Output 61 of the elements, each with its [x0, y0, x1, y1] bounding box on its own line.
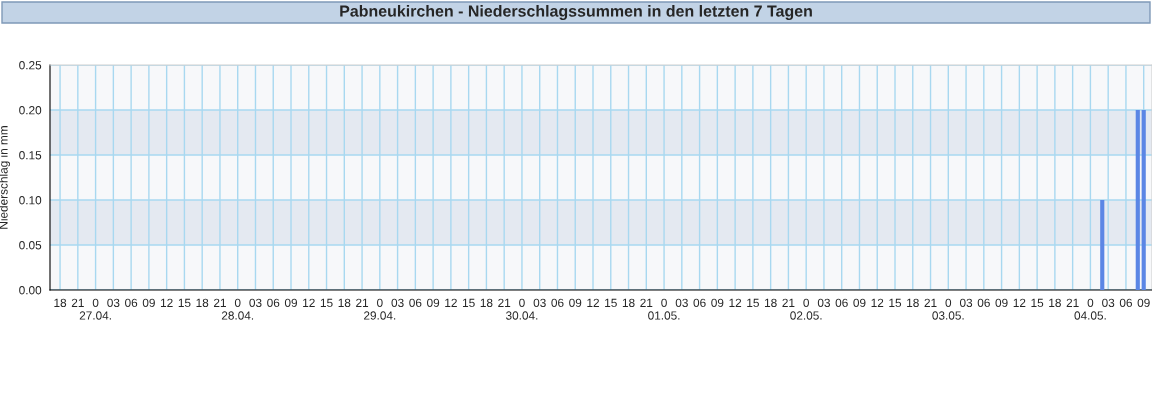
x-tick-label: 21 — [924, 298, 937, 307]
x-tick-label: 15 — [747, 298, 759, 307]
x-tick-label: 21 — [640, 298, 653, 307]
x-tick-label: 09 — [995, 298, 1008, 307]
x-tick-label: 06 — [1119, 298, 1132, 307]
x-tick-label: 18 — [196, 298, 209, 307]
x-tick-label: 06 — [409, 298, 422, 307]
x-tick-label: 21 — [71, 298, 84, 307]
x-tick-label: 15 — [178, 298, 191, 307]
x-tick-label: 03 — [391, 298, 404, 307]
x-tick-label: 09 — [142, 298, 155, 307]
x-tick-label: 12 — [160, 298, 173, 307]
x-tick-label: 09 — [1137, 298, 1150, 307]
y-tick-label: 0.15 — [19, 151, 42, 160]
x-tick-label: 06 — [977, 298, 990, 307]
x-tick-label: 09 — [284, 298, 298, 307]
x-tick-label: 09 — [569, 298, 582, 307]
x-tick-label: 21 — [1066, 298, 1079, 307]
x-tick-label: 12 — [303, 298, 315, 307]
x-tick-label: 21 — [356, 298, 369, 307]
x-tick-label: 03 — [249, 298, 262, 307]
x-tick-label: 21 — [782, 298, 795, 307]
x-tick-label: 18 — [622, 298, 635, 307]
x-tick-label: 12 — [871, 298, 884, 307]
x-tick-label: 12 — [445, 298, 457, 307]
x-tick-label: 18 — [1049, 298, 1061, 307]
x-tick-label: 03 — [959, 298, 973, 307]
y-tick-label: 0.00 — [19, 286, 42, 295]
x-tick-label: 06 — [693, 298, 706, 307]
x-tick-label: 03 — [533, 298, 546, 307]
y-tick-label: 0.05 — [19, 241, 42, 250]
x-tick-label: 06 — [125, 298, 138, 307]
x-tick-label: 18 — [764, 298, 777, 307]
x-tick-label: 15 — [320, 298, 333, 307]
y-tick-label: 0.10 — [19, 196, 42, 205]
x-tick-label: 12 — [1013, 298, 1026, 307]
y-tick-label: 0.25 — [19, 61, 42, 70]
x-tick-label: 09 — [427, 298, 440, 307]
x-tick-label: 03 — [107, 298, 120, 307]
x-tick-label: 03 — [817, 298, 830, 307]
x-tick-label: 06 — [551, 298, 564, 307]
x-tick-label: 21 — [213, 298, 226, 307]
x-tick-label: 12 — [729, 298, 742, 307]
x-tick-label: 06 — [267, 298, 280, 307]
x-tick-label: 21 — [498, 298, 511, 307]
x-tick-label: 03 — [1102, 298, 1115, 307]
x-tick-label: 12 — [587, 298, 599, 307]
x-tick-label: 03 — [675, 298, 688, 307]
x-tick-label: 15 — [889, 298, 902, 307]
x-tick-label: 18 — [907, 298, 919, 307]
x-tick-label: 15 — [1031, 298, 1044, 307]
chart-title: Pabneukirchen - Niederschlagssummen in den letzten 7 Tagen — [340, 5, 812, 20]
x-tick-label: 09 — [711, 298, 724, 307]
x-tick-label: 06 — [835, 298, 848, 307]
x-tick-label: 15 — [462, 298, 475, 307]
x-tick-label: 09 — [853, 298, 866, 307]
x-tick-label: 18 — [480, 298, 493, 307]
x-tick-label: 18 — [338, 298, 351, 307]
x-tick-label: 15 — [605, 298, 617, 307]
y-tick-label: 0.20 — [19, 106, 42, 115]
x-tick-label: 18 — [54, 298, 67, 307]
